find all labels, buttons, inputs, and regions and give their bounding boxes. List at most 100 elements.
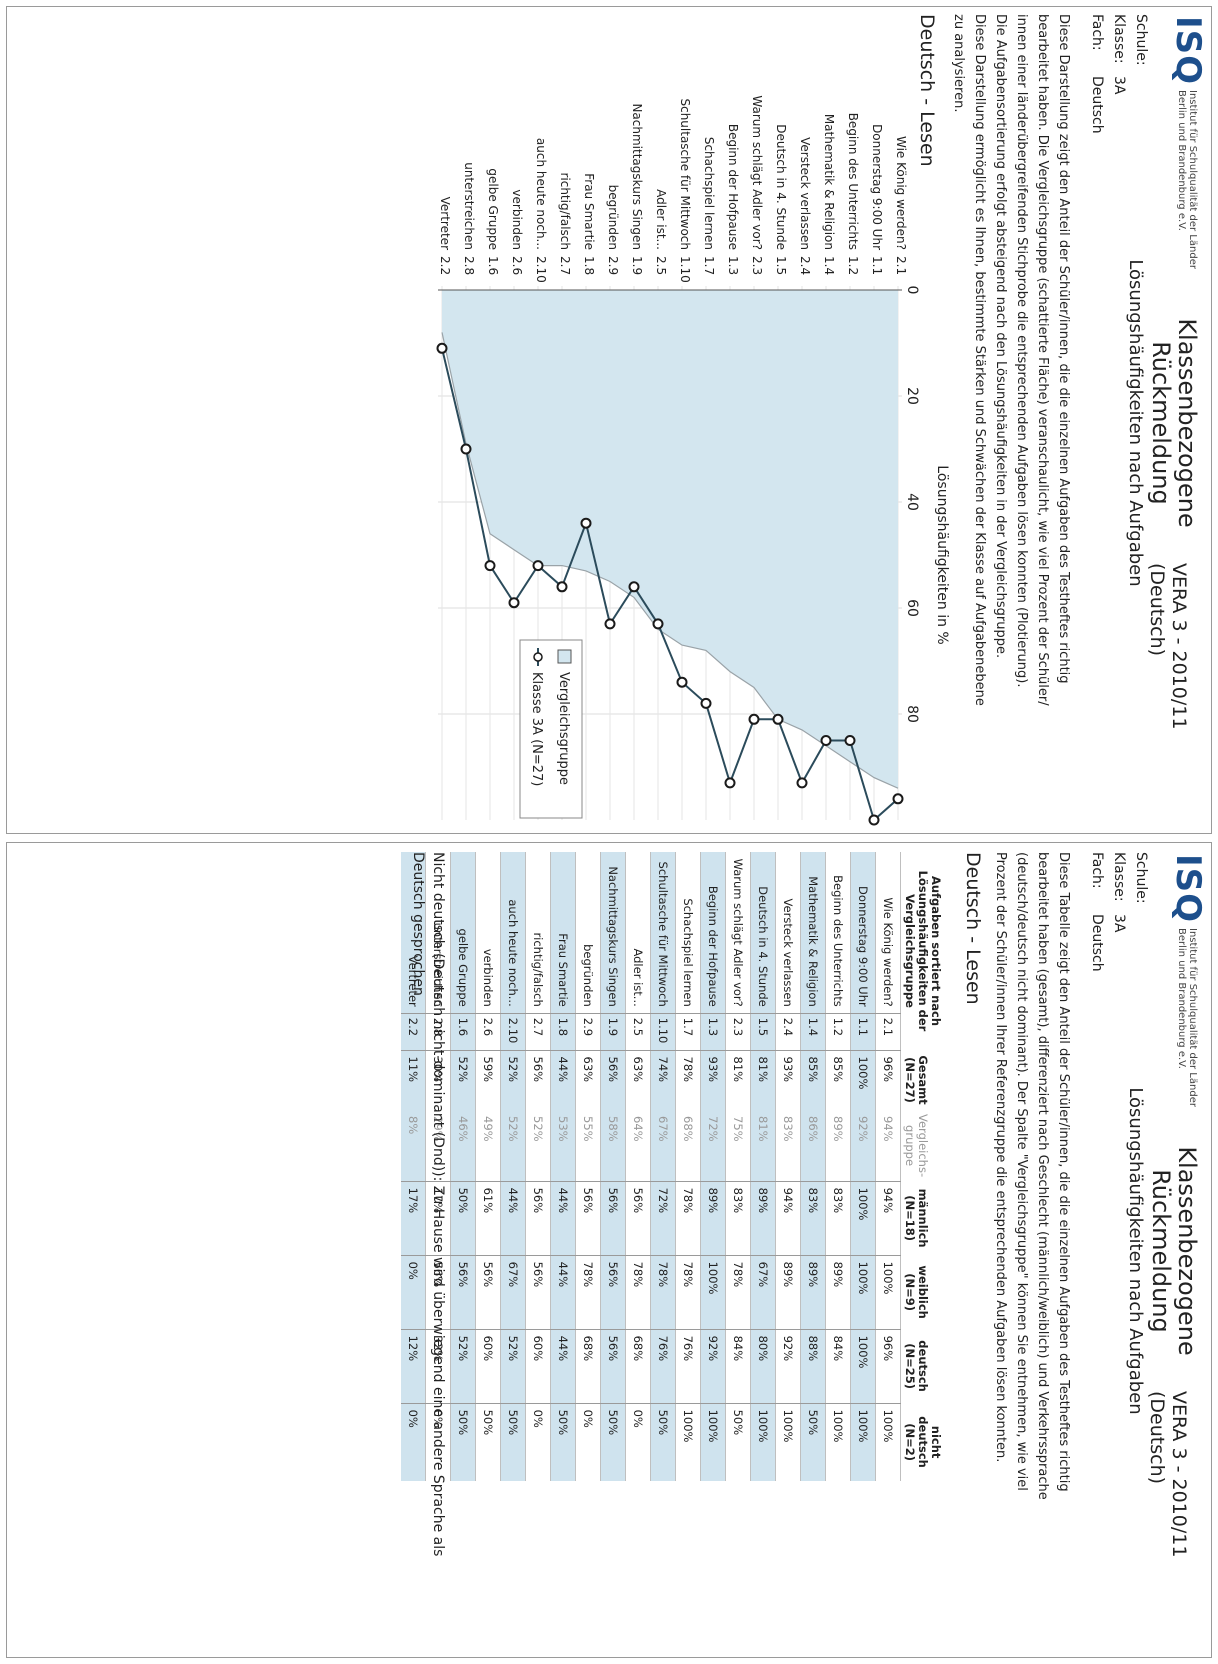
cell-task: Wie König werden? — [875, 852, 901, 1014]
cell-weiblich: 100% — [850, 1255, 876, 1330]
cell-gesamt: 52% — [450, 1050, 476, 1110]
cell-task: Nachmittagskurs Singen — [600, 852, 626, 1014]
cell-deutsch: 60% — [525, 1329, 551, 1404]
description-line: Diese Tabelle zeigt den Anteil der Schül… — [1056, 852, 1071, 1492]
table-row: Versteck verlassen 2.4 93% 83% 94% 89% 92% 100% — [775, 852, 801, 1482]
cell-task: Beginn der Hofpause — [700, 852, 726, 1014]
exam-label: VERA 3 - 2010/11 (Deutsch) — [1146, 1391, 1190, 1558]
cell-gesamt: 93% — [700, 1050, 726, 1110]
col-header-task: Aufgaben sortiert nach Lösungshäufigkeit… — [903, 870, 943, 1032]
cell-task: Deutsch in 4. Stunde — [750, 852, 776, 1014]
table-row: Adler ist... 2.5 63% 64% 56% 78% 68% 0% — [625, 852, 651, 1482]
cell-code: 2.4 — [775, 1013, 801, 1050]
class-point — [436, 342, 448, 354]
class-point — [628, 581, 640, 593]
table-row: Schachspiel lernen 1.7 78% 68% 78% 78% 76% 100% — [675, 852, 701, 1482]
cell-nichtdeutsch: 0% — [625, 1403, 651, 1482]
cell-deutsch: 52% — [450, 1329, 476, 1404]
cell-deutsch: 56% — [600, 1329, 626, 1404]
cell-weiblich: 89% — [800, 1255, 826, 1330]
chart-plot: 0 20 40 60 80 Lösungshäufigkeiten in % Verglei… — [436, 286, 950, 826]
class-point — [724, 777, 736, 789]
table-row: Mathematik & Religion 1.4 85% 86% 83% 89% 88% 5… — [800, 852, 826, 1482]
class-point — [532, 560, 544, 572]
table-row: Nachmittagskurs Singen 1.9 56% 58% 56% 56% 56%… — [600, 852, 626, 1482]
cell-deutsch: 60% — [475, 1329, 501, 1404]
cell-code: 1.1 — [850, 1013, 876, 1050]
cell-gesamt: 96% — [875, 1050, 901, 1110]
cell-code: 2.6 — [475, 1013, 501, 1050]
cell-task: verbinden — [475, 852, 501, 1014]
cell-gesamt: 59% — [475, 1050, 501, 1110]
cell-task: Beginn des Unterrichts — [825, 852, 851, 1014]
cell-gesamt: 56% — [600, 1050, 626, 1110]
cell-weiblich: 78% — [650, 1255, 676, 1330]
table-row: Beginn des Unterrichts 1.2 85% 89% 83% 89% 84%… — [825, 852, 851, 1482]
cell-vergleich: 64% — [625, 1110, 651, 1182]
cell-task: Schachspiel lernen — [675, 852, 701, 1014]
table-row: gelbe Gruppe 1.6 52% 46% 50% 56% 52% 50% — [450, 852, 476, 1482]
class-point — [748, 713, 760, 725]
cell-code: 1.2 — [825, 1013, 851, 1050]
cell-weiblich: 56% — [450, 1255, 476, 1330]
description-line: bearbeitet haben (gesamt), differenziert… — [1035, 852, 1050, 1500]
cell-weiblich: 100% — [700, 1255, 726, 1330]
cell-maennlich: 94% — [875, 1181, 901, 1256]
cell-code: 2.7 — [525, 1013, 551, 1050]
cell-nichtdeutsch: 50% — [650, 1403, 676, 1482]
cell-deutsch: 76% — [675, 1329, 701, 1404]
cell-maennlich: 100% — [850, 1181, 876, 1256]
cell-gesamt: 63% — [625, 1050, 651, 1110]
cell-gesamt: 44% — [550, 1050, 576, 1110]
cell-maennlich: 44% — [500, 1181, 526, 1256]
cell-task: begründen — [575, 852, 601, 1014]
cell-nichtdeutsch: 50% — [450, 1403, 476, 1482]
cell-maennlich: 56% — [625, 1181, 651, 1256]
class-point — [652, 618, 664, 630]
table-description: Diese Tabelle zeigt den Anteil der Schül… — [990, 852, 1074, 1642]
cell-task: richtig/falsch — [525, 852, 551, 1014]
cell-deutsch: 92% — [775, 1329, 801, 1404]
cell-nichtdeutsch: 0% — [575, 1403, 601, 1482]
class-line — [441, 348, 899, 822]
legend-swatch-class-point — [533, 652, 543, 662]
description-line: (deutsch/deutsch nicht dominant). Der Sp… — [1014, 852, 1029, 1491]
class-point — [604, 618, 616, 630]
cell-weiblich: 67% — [500, 1255, 526, 1330]
cell-nichtdeutsch: 50% — [550, 1403, 576, 1482]
cell-nichtdeutsch: 50% — [475, 1403, 501, 1482]
cell-maennlich: 89% — [700, 1181, 726, 1256]
cell-task: Schultasche für Mittwoch — [650, 852, 676, 1014]
cell-vergleich: 94% — [875, 1110, 901, 1182]
cell-gesamt: 85% — [825, 1050, 851, 1110]
cell-deutsch: 68% — [575, 1329, 601, 1404]
cell-task: Adler ist... — [625, 852, 651, 1014]
table-header-row: Aufgaben sortiert nach Lösungshäufigkeit… — [901, 852, 945, 1481]
cell-gesamt: 85% — [800, 1050, 826, 1110]
cell-vergleich: 53% — [550, 1110, 576, 1182]
cell-gesamt: 56% — [525, 1050, 551, 1110]
results-table: Aufgaben sortiert nach Lösungshäufigkeit… — [401, 852, 945, 1482]
isq-logo-subtitle: Institut für Schulqualität der Länder Ber… — [1176, 928, 1198, 1107]
cell-vergleich: 55% — [575, 1110, 601, 1182]
report-title: Klassenbezogene Rückmeldung Lösungshäufig… — [1125, 1087, 1201, 1415]
cell-weiblich: 56% — [475, 1255, 501, 1330]
cell-gesamt: 63% — [575, 1050, 601, 1110]
cell-weiblich: 56% — [525, 1255, 551, 1330]
cell-task: Versteck verlassen — [775, 852, 801, 1014]
class-point — [892, 793, 904, 805]
cell-maennlich: 83% — [825, 1181, 851, 1256]
class-point — [580, 517, 592, 529]
cell-weiblich: 78% — [575, 1255, 601, 1330]
cell-nichtdeutsch: 50% — [500, 1403, 526, 1482]
cell-nichtdeutsch: 50% — [600, 1403, 626, 1482]
x-tick-label: 60 — [904, 599, 920, 617]
cell-task: Frau Smartie — [550, 852, 576, 1014]
cell-task: Donnerstag 9:00 Uhr — [850, 852, 876, 1014]
cell-deutsch: 80% — [750, 1329, 776, 1404]
col-header-maennlich: männlich (N=18) — [903, 1188, 930, 1248]
cell-gesamt: 74% — [650, 1050, 676, 1110]
cell-vergleich: 46% — [450, 1110, 476, 1182]
cell-weiblich: 89% — [775, 1255, 801, 1330]
cell-maennlich: 83% — [725, 1181, 751, 1256]
